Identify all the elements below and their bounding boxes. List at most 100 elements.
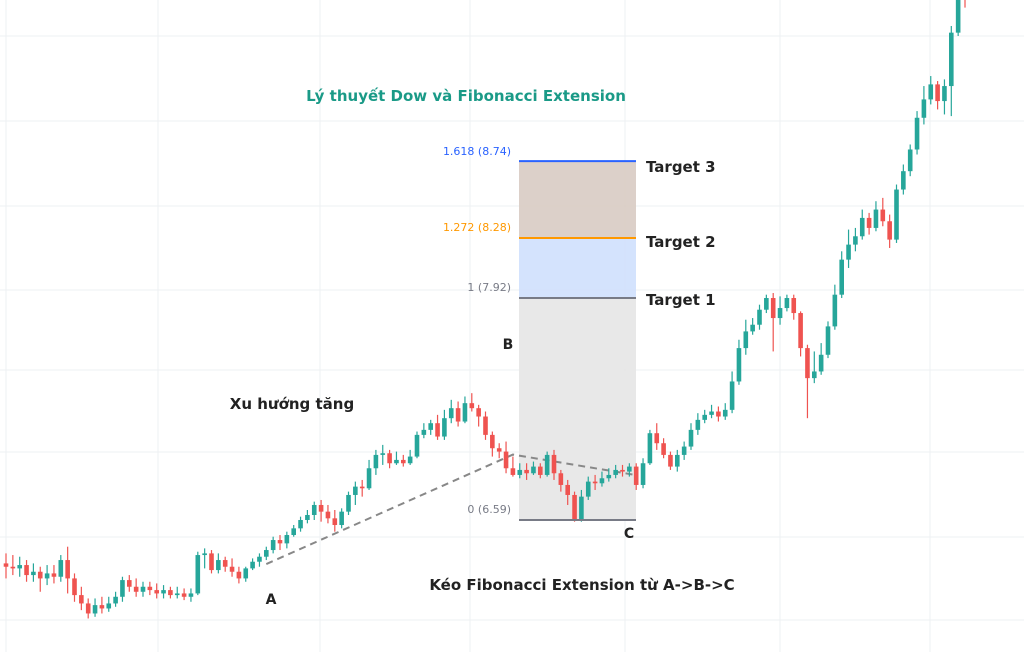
- target-1-label: Target 1: [646, 291, 716, 309]
- candle-body-38: [264, 550, 269, 557]
- candle-114: [784, 294, 790, 312]
- candle-body-5: [37, 571, 43, 579]
- candle-123: [846, 229, 851, 268]
- candle-105: [722, 403, 728, 420]
- candle-23: [161, 585, 166, 599]
- candle-121: [832, 284, 838, 330]
- candle-17: [120, 576, 125, 602]
- candle-66: [455, 401, 461, 427]
- candle-75: [517, 463, 523, 479]
- candle-body-14: [99, 605, 105, 609]
- candle-body-117: [805, 348, 810, 379]
- candle-body-50: [346, 494, 351, 512]
- candle-38: [264, 546, 269, 561]
- candle-body-70: [483, 416, 488, 435]
- candle-body-109: [750, 324, 755, 332]
- candle-55: [380, 444, 386, 465]
- candle-body-59: [407, 456, 413, 464]
- candle-body-16: [113, 596, 118, 604]
- candle-125: [859, 209, 865, 240]
- candle-body-105: [722, 409, 728, 417]
- candle-139: [955, 0, 961, 36]
- candle-body-8: [58, 560, 64, 577]
- candle-12: [85, 598, 91, 619]
- fib-level-label-1: 1 (7.92): [467, 281, 511, 294]
- candle-body-81: [558, 473, 564, 485]
- candle-body-44: [305, 514, 310, 520]
- candle-body-102: [702, 414, 707, 420]
- candle-109: [750, 318, 755, 335]
- candle-body-125: [859, 217, 865, 237]
- candle-body-110: [757, 309, 762, 325]
- candle-body-57: [394, 459, 399, 464]
- abc-dashed-path: [265, 453, 634, 565]
- candle-body-75: [517, 469, 523, 475]
- candle-body-108: [743, 331, 749, 349]
- candle-37: [257, 553, 262, 567]
- candle-body-77: [531, 466, 536, 474]
- candle-body-104: [716, 411, 721, 417]
- candle-112: [770, 293, 776, 352]
- fib-levels: [519, 160, 636, 521]
- candle-62: [428, 419, 433, 435]
- candle-body-95: [654, 433, 660, 444]
- candle-body-115: [791, 298, 797, 314]
- candle-body-7: [51, 573, 57, 577]
- candle-115: [791, 294, 797, 320]
- candle-22: [154, 583, 159, 599]
- candle-body-65: [448, 408, 454, 419]
- candle-body-114: [784, 298, 790, 309]
- candle-133: [914, 111, 920, 155]
- candle-body-98: [675, 454, 680, 467]
- candle-69: [476, 404, 481, 427]
- candle-body-61: [421, 429, 427, 435]
- candle-61: [421, 423, 427, 439]
- candle-89: [613, 464, 618, 479]
- candle-body-71: [490, 434, 495, 449]
- candle-4: [31, 563, 36, 582]
- candle-body-122: [839, 259, 844, 295]
- candle-2: [17, 556, 22, 577]
- candle-body-78: [538, 466, 543, 475]
- candle-46: [318, 499, 324, 522]
- candle-29: [202, 548, 207, 569]
- candle-body-63: [435, 423, 440, 437]
- candle-body-93: [640, 463, 646, 485]
- candle-35: [243, 566, 249, 582]
- candle-102: [702, 409, 707, 424]
- candle-body-66: [455, 408, 461, 422]
- target-3-label: Target 3: [646, 158, 716, 176]
- candle-76: [524, 463, 529, 480]
- candle-93: [640, 458, 646, 489]
- candle-42: [291, 525, 296, 537]
- candle-51: [353, 481, 358, 505]
- candle-65: [448, 399, 454, 424]
- candle-72: [496, 443, 502, 459]
- candle-body-4: [31, 571, 36, 576]
- candle-body-94: [647, 433, 653, 464]
- candle-body-112: [770, 298, 776, 319]
- candle-18: [127, 575, 132, 592]
- candle-138: [949, 25, 954, 117]
- candle-91: [627, 463, 632, 477]
- candle-body-97: [668, 454, 673, 467]
- candle-20: [140, 581, 146, 597]
- candle-117: [805, 344, 810, 419]
- candle-body-136: [935, 84, 940, 102]
- candle-body-31: [216, 560, 221, 571]
- candle-body-139: [955, 0, 961, 33]
- candle-116: [798, 311, 803, 357]
- candle-body-85: [585, 481, 591, 497]
- candle-body-22: [154, 590, 159, 594]
- candle-70: [483, 411, 488, 440]
- candle-body-106: [729, 381, 735, 410]
- candle-88: [606, 468, 612, 482]
- candle-body-23: [161, 590, 166, 594]
- candle-82: [565, 479, 570, 505]
- candle-body-64: [442, 418, 447, 437]
- candle-body-34: [236, 571, 242, 579]
- candle-130: [894, 184, 899, 243]
- candle-111: [764, 294, 769, 314]
- target-2-label: Target 2: [646, 233, 716, 251]
- point-c-label: C: [624, 526, 634, 542]
